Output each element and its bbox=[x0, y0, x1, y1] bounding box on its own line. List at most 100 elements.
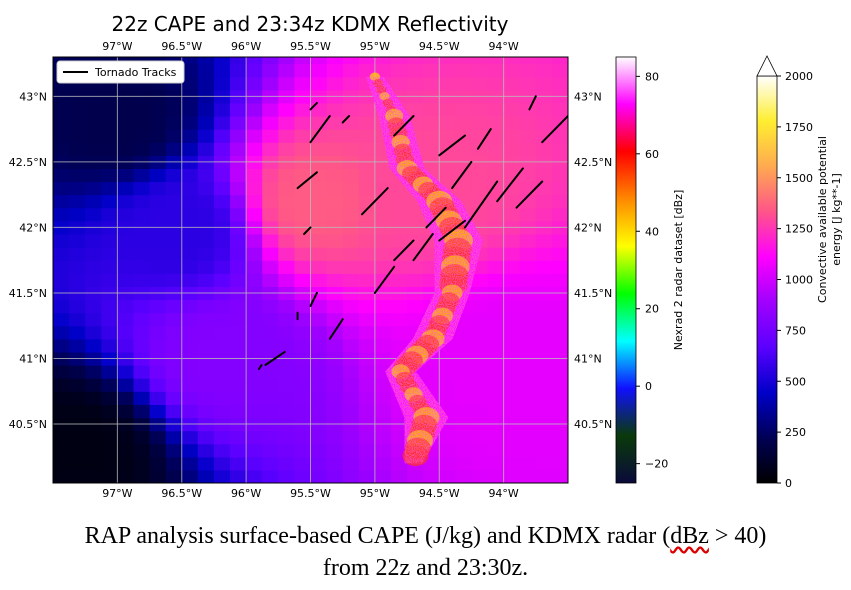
cape-cell bbox=[165, 194, 183, 209]
cape-cell bbox=[391, 312, 408, 327]
cape-cell bbox=[133, 338, 151, 353]
cape-cell bbox=[310, 63, 328, 78]
cape-cell bbox=[358, 378, 376, 392]
cape-cell bbox=[374, 469, 392, 483]
cape-cell bbox=[294, 443, 312, 458]
cape-cell bbox=[310, 234, 328, 248]
cape-cell bbox=[294, 469, 312, 483]
cape-cell bbox=[165, 181, 183, 196]
cape-cell bbox=[503, 63, 521, 78]
cape-cell bbox=[117, 430, 135, 445]
cape-cell bbox=[53, 404, 70, 419]
cape-cell bbox=[358, 273, 376, 287]
cape-cell bbox=[197, 63, 215, 78]
cape-cell bbox=[101, 129, 118, 143]
cape-cell bbox=[326, 365, 344, 379]
cape-cell bbox=[294, 325, 312, 340]
cape-cell bbox=[246, 168, 263, 183]
cape-cell bbox=[262, 443, 279, 458]
cape-cell bbox=[230, 63, 247, 78]
cape-cell bbox=[133, 443, 151, 458]
cape-cell bbox=[326, 456, 344, 471]
cape-cell bbox=[407, 207, 424, 222]
cape-cell bbox=[101, 234, 118, 248]
cape-cell bbox=[149, 456, 167, 471]
cape-cell bbox=[439, 116, 456, 130]
cape-cell bbox=[69, 430, 86, 445]
cape-cell bbox=[230, 456, 247, 471]
cape-cell bbox=[197, 312, 215, 327]
cape-cell bbox=[69, 365, 86, 379]
cape-cell bbox=[326, 443, 344, 458]
cape-cell bbox=[374, 325, 392, 340]
cape-cell bbox=[358, 234, 376, 248]
cape-cell bbox=[342, 76, 360, 91]
cape-cell bbox=[535, 338, 553, 353]
tornado-track bbox=[528, 95, 537, 111]
cape-cell bbox=[294, 76, 312, 91]
cape-cell bbox=[53, 378, 70, 392]
cape-cell bbox=[535, 325, 553, 340]
cape-cell bbox=[133, 260, 151, 274]
cape-cell bbox=[326, 142, 344, 156]
tornado-track bbox=[309, 101, 318, 111]
cape-cell bbox=[423, 365, 440, 379]
cape-cell bbox=[374, 247, 392, 261]
cape-cell bbox=[149, 260, 167, 274]
cape-cell bbox=[197, 299, 215, 314]
cape-cell bbox=[374, 181, 392, 196]
tornado-track bbox=[309, 291, 318, 307]
cape-cell bbox=[310, 194, 328, 209]
y-tick-label-right: 41.5°N bbox=[574, 287, 612, 300]
cape-cell bbox=[246, 102, 263, 117]
cape-cell bbox=[503, 378, 521, 392]
cape-cell bbox=[503, 129, 521, 143]
cape-cell bbox=[133, 102, 151, 117]
cape-cell bbox=[551, 102, 568, 117]
cape-cell bbox=[519, 181, 537, 196]
cape-cell bbox=[391, 207, 408, 222]
cape-cell bbox=[455, 456, 472, 471]
cape-cell bbox=[326, 404, 344, 419]
cape-cell bbox=[85, 260, 102, 274]
cape-cell bbox=[487, 129, 505, 143]
cape-cell bbox=[85, 142, 102, 156]
cape-cell bbox=[503, 207, 521, 222]
cape-cell bbox=[342, 142, 360, 156]
radar-colorbar-label: Nexrad 2 radar dataset [dBz] bbox=[672, 190, 685, 351]
cape-cell bbox=[342, 430, 360, 445]
cape-cell bbox=[487, 181, 505, 196]
cape-cell bbox=[342, 365, 360, 379]
cape-cell bbox=[342, 312, 360, 327]
cape-cell bbox=[358, 57, 376, 65]
cape-cell bbox=[294, 63, 312, 78]
cape-cell bbox=[342, 181, 360, 196]
cape-cell bbox=[69, 325, 86, 340]
cape-cell bbox=[85, 456, 102, 471]
cape-cell bbox=[374, 430, 392, 445]
cape-cell bbox=[85, 207, 102, 222]
legend-box bbox=[56, 60, 185, 84]
cape-cell bbox=[455, 181, 472, 196]
cape-cell bbox=[487, 76, 505, 91]
cape-cell bbox=[230, 102, 247, 117]
cape-cell bbox=[519, 378, 537, 392]
cape-cell bbox=[326, 469, 344, 483]
cape-cell bbox=[342, 404, 360, 419]
cape-cell bbox=[53, 312, 70, 327]
cape-cell bbox=[133, 391, 151, 405]
cape-cell bbox=[213, 273, 231, 287]
cape-cell bbox=[326, 102, 344, 117]
cape-cell bbox=[133, 194, 151, 209]
cape-cell bbox=[85, 404, 102, 419]
cape-cell bbox=[69, 391, 86, 405]
cape-cell bbox=[197, 338, 215, 353]
tornado-track bbox=[373, 265, 396, 294]
cape-cell bbox=[133, 325, 151, 340]
cape-cell bbox=[358, 168, 376, 183]
cape-cell bbox=[101, 194, 118, 209]
map-tick-labels: 97°W 97°W 96.5°W 96.5°W 96°W 96°W 95.5°W 95.5°W… bbox=[9, 40, 612, 500]
cape-cell bbox=[149, 299, 167, 314]
cape-cell bbox=[149, 391, 167, 405]
cape-cell bbox=[407, 76, 424, 91]
